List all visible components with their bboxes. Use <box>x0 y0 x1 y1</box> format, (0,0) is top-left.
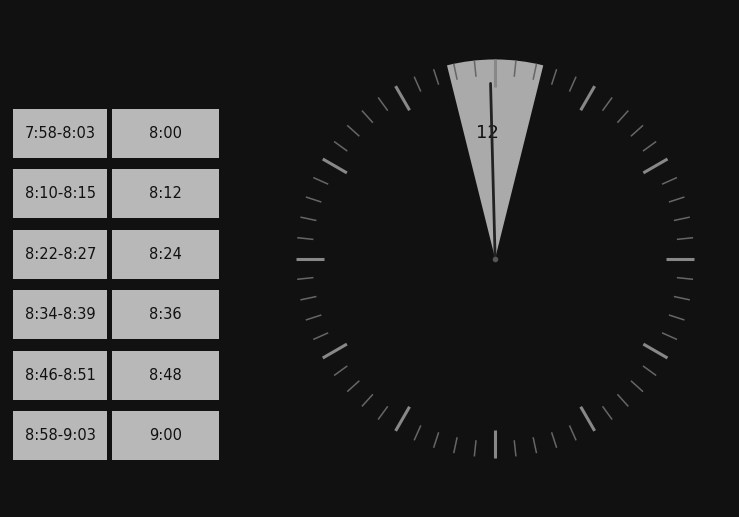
Text: 8:00: 8:00 <box>149 126 182 141</box>
Text: 8:34-8:39: 8:34-8:39 <box>25 307 95 322</box>
FancyBboxPatch shape <box>112 411 219 460</box>
Text: 7:58-8:03: 7:58-8:03 <box>24 126 96 141</box>
FancyBboxPatch shape <box>112 109 219 158</box>
Text: 8:48: 8:48 <box>149 368 182 383</box>
Text: 8:24: 8:24 <box>149 247 182 262</box>
FancyBboxPatch shape <box>13 411 107 460</box>
Text: 9:00: 9:00 <box>149 428 182 443</box>
FancyBboxPatch shape <box>112 351 219 400</box>
Text: 8:36: 8:36 <box>149 307 182 322</box>
FancyBboxPatch shape <box>13 169 107 218</box>
FancyBboxPatch shape <box>13 230 107 279</box>
Text: 8:22-8:27: 8:22-8:27 <box>24 247 96 262</box>
Wedge shape <box>447 59 543 258</box>
FancyBboxPatch shape <box>13 109 107 158</box>
FancyBboxPatch shape <box>112 230 219 279</box>
FancyBboxPatch shape <box>112 290 219 339</box>
Text: 8:10-8:15: 8:10-8:15 <box>24 186 96 201</box>
FancyBboxPatch shape <box>112 169 219 218</box>
Text: 12: 12 <box>476 124 499 142</box>
Text: 8:46-8:51: 8:46-8:51 <box>25 368 95 383</box>
FancyBboxPatch shape <box>13 290 107 339</box>
Text: 8:12: 8:12 <box>149 186 182 201</box>
Text: 8:58-9:03: 8:58-9:03 <box>25 428 95 443</box>
FancyBboxPatch shape <box>13 351 107 400</box>
